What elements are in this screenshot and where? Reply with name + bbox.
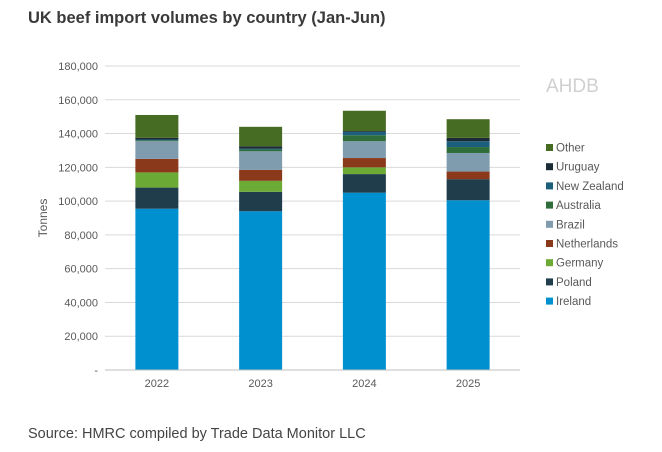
legend-label: Netherlands bbox=[556, 239, 618, 251]
bar-segment-netherlands-2022 bbox=[135, 158, 179, 173]
bar-segment-brazil-2025 bbox=[446, 152, 490, 172]
bar-segment-uruguay-2025 bbox=[446, 137, 490, 142]
x-tick-label: 2025 bbox=[456, 378, 480, 390]
legend-swatch bbox=[546, 297, 553, 305]
bar-segment-brazil-2023 bbox=[239, 151, 283, 170]
bar-segment-new-zealand-2024 bbox=[342, 131, 386, 136]
bar-segment-netherlands-2023 bbox=[239, 169, 283, 181]
bar-segment-netherlands-2025 bbox=[446, 171, 490, 180]
legend-swatch bbox=[546, 163, 553, 171]
x-axis-ticks: 2022 2023 2024 2025 bbox=[145, 378, 481, 390]
bar-segment-australia-2024 bbox=[342, 135, 386, 142]
bar-segment-other-2023 bbox=[239, 126, 283, 147]
legend-label: Poland bbox=[556, 277, 592, 289]
ahdb-watermark: AHDB bbox=[546, 76, 599, 97]
bar-segment-brazil-2024 bbox=[342, 141, 386, 159]
bar-segment-ireland-2022 bbox=[135, 208, 179, 370]
bar-segment-new-zealand-2023 bbox=[239, 148, 283, 150]
bar-segment-uruguay-2022 bbox=[135, 137, 179, 140]
legend-label: Other bbox=[556, 143, 585, 155]
y-tick-label: 120,000 bbox=[58, 162, 98, 174]
bar-segment-germany-2023 bbox=[239, 180, 283, 192]
legend-swatch bbox=[546, 220, 553, 228]
bar-segment-new-zealand-2025 bbox=[446, 141, 490, 148]
y-tick-label: 60,000 bbox=[64, 264, 98, 276]
bar-segment-ireland-2025 bbox=[446, 200, 490, 370]
y-tick-label: 100,000 bbox=[58, 196, 98, 208]
bar-segment-netherlands-2024 bbox=[342, 158, 386, 168]
bar-segment-poland-2024 bbox=[342, 174, 386, 193]
bar-segment-uruguay-2024 bbox=[342, 131, 386, 132]
bar-segment-poland-2023 bbox=[239, 191, 283, 212]
y-tick-label: 20,000 bbox=[64, 331, 98, 343]
bar-segment-other-2022 bbox=[135, 114, 179, 138]
x-tick-label: 2023 bbox=[248, 378, 272, 390]
legend-label: Ireland bbox=[556, 296, 591, 308]
chart-title: UK beef import volumes by country (Jan-J… bbox=[28, 9, 386, 27]
bar-segment-ireland-2023 bbox=[239, 211, 283, 370]
x-tick-label: 2024 bbox=[352, 378, 376, 390]
bar-segment-germany-2024 bbox=[342, 167, 386, 175]
bar-segment-other-2025 bbox=[446, 119, 490, 138]
legend-label: New Zealand bbox=[556, 181, 624, 193]
y-axis-title: Tonnes bbox=[36, 199, 50, 238]
y-axis-ticks: - 20,000 40,000 60,000 80,000 100,000 120,000 1… bbox=[58, 61, 98, 377]
legend-swatch bbox=[546, 259, 553, 267]
y-tick-label: 180,000 bbox=[58, 61, 98, 73]
bar-segment-poland-2025 bbox=[446, 179, 490, 201]
bar-segment-australia-2022 bbox=[135, 140, 179, 142]
y-tick-label: 160,000 bbox=[58, 95, 98, 107]
legend-label: Uruguay bbox=[556, 162, 600, 174]
legend-label: Brazil bbox=[556, 219, 585, 231]
legend-swatch bbox=[546, 201, 553, 209]
bar-segment-germany-2022 bbox=[135, 172, 179, 188]
legend: Other Uruguay New Zealand Australia Brazil Ne… bbox=[546, 143, 624, 308]
bar-segment-ireland-2024 bbox=[342, 192, 386, 370]
legend-swatch bbox=[546, 240, 553, 247]
bar-segment-uruguay-2023 bbox=[239, 146, 283, 149]
bars bbox=[135, 110, 490, 370]
bar-segment-poland-2022 bbox=[135, 187, 179, 209]
stacked-bar-chart: - 20,000 40,000 60,000 80,000 100,000 120,000 1… bbox=[36, 61, 624, 390]
legend-swatch bbox=[546, 144, 553, 151]
x-tick-label: 2022 bbox=[145, 378, 169, 390]
legend-swatch bbox=[546, 278, 553, 286]
y-tick-label: 140,000 bbox=[58, 129, 98, 141]
legend-label: Germany bbox=[556, 258, 604, 270]
legend-label: Australia bbox=[556, 200, 601, 212]
bar-segment-other-2024 bbox=[342, 110, 386, 132]
y-tick-label: 40,000 bbox=[64, 297, 98, 309]
source-note: Source: HMRC compiled by Trade Data Moni… bbox=[28, 426, 366, 442]
bar-segment-australia-2025 bbox=[446, 147, 490, 153]
bar-segment-brazil-2022 bbox=[135, 141, 179, 159]
y-tick-label: 80,000 bbox=[64, 230, 98, 242]
y-tick-label: - bbox=[94, 365, 98, 377]
bar-segment-new-zealand-2022 bbox=[135, 139, 179, 141]
legend-swatch bbox=[546, 182, 553, 190]
bar-segment-australia-2023 bbox=[239, 149, 283, 152]
